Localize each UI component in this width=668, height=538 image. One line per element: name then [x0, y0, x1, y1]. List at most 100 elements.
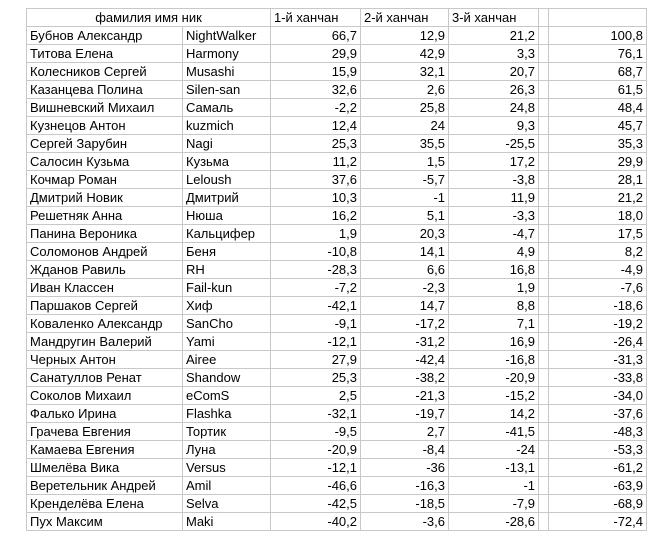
- cell-nick[interactable]: Fail-kun: [182, 278, 271, 297]
- cell-name[interactable]: Фалько Ирина: [26, 404, 183, 423]
- cell-gap[interactable]: [538, 134, 549, 153]
- cell-round3[interactable]: -3,8: [448, 170, 539, 189]
- cell-round1[interactable]: -9,5: [270, 422, 361, 441]
- cell-round1[interactable]: 32,6: [270, 80, 361, 99]
- cell-total[interactable]: -19,2: [548, 314, 647, 333]
- cell-gap[interactable]: [538, 224, 549, 243]
- cell-total[interactable]: 17,5: [548, 224, 647, 243]
- cell-round2[interactable]: -38,2: [360, 368, 449, 387]
- cell-nick[interactable]: Flashka: [182, 404, 271, 423]
- cell-name[interactable]: Бубнов Александр: [26, 26, 183, 45]
- cell-round3[interactable]: 16,8: [448, 260, 539, 279]
- cell-round3[interactable]: 16,9: [448, 332, 539, 351]
- cell-round3[interactable]: 17,2: [448, 152, 539, 171]
- cell-round3[interactable]: -20,9: [448, 368, 539, 387]
- cell-gap[interactable]: [538, 422, 549, 441]
- cell-round3[interactable]: -3,3: [448, 206, 539, 225]
- cell-round3[interactable]: 3,3: [448, 44, 539, 63]
- cell-nick[interactable]: Самаль: [182, 98, 271, 117]
- cell-round3[interactable]: 11,9: [448, 188, 539, 207]
- cell-gap[interactable]: [538, 278, 549, 297]
- cell-nick[interactable]: RH: [182, 260, 271, 279]
- cell-gap[interactable]: [538, 368, 549, 387]
- cell-name[interactable]: Салосин Кузьма: [26, 152, 183, 171]
- cell-nick[interactable]: Shandow: [182, 368, 271, 387]
- cell-nick[interactable]: Тортик: [182, 422, 271, 441]
- cell-round3[interactable]: -13,1: [448, 458, 539, 477]
- cell-total[interactable]: -26,4: [548, 332, 647, 351]
- cell-round1[interactable]: 37,6: [270, 170, 361, 189]
- cell-round2[interactable]: -5,7: [360, 170, 449, 189]
- cell-round2[interactable]: -8,4: [360, 440, 449, 459]
- cell-round2[interactable]: 24: [360, 116, 449, 135]
- cell-round2[interactable]: -3,6: [360, 512, 449, 531]
- cell-round1[interactable]: 66,7: [270, 26, 361, 45]
- cell-gap[interactable]: [538, 80, 549, 99]
- cell-name[interactable]: Коваленко Александр: [26, 314, 183, 333]
- cell-gap[interactable]: [538, 98, 549, 117]
- cell-round1[interactable]: -12,1: [270, 458, 361, 477]
- cell-gap[interactable]: [538, 116, 549, 135]
- cell-gap[interactable]: [538, 260, 549, 279]
- cell-round3[interactable]: -4,7: [448, 224, 539, 243]
- cell-round3[interactable]: -41,5: [448, 422, 539, 441]
- cell-nick[interactable]: kuzmich: [182, 116, 271, 135]
- cell-gap[interactable]: [538, 512, 549, 531]
- cell-round2[interactable]: 20,3: [360, 224, 449, 243]
- cell-nick[interactable]: Нюша: [182, 206, 271, 225]
- cell-round1[interactable]: -20,9: [270, 440, 361, 459]
- cell-round3[interactable]: 21,2: [448, 26, 539, 45]
- cell-round3[interactable]: -28,6: [448, 512, 539, 531]
- cell-name[interactable]: Титова Елена: [26, 44, 183, 63]
- cell-gap[interactable]: [538, 206, 549, 225]
- cell-round1[interactable]: 11,2: [270, 152, 361, 171]
- cell-total[interactable]: -4,9: [548, 260, 647, 279]
- cell-round3[interactable]: 20,7: [448, 62, 539, 81]
- cell-name[interactable]: Пух Максим: [26, 512, 183, 531]
- cell-round1[interactable]: -9,1: [270, 314, 361, 333]
- cell-round1[interactable]: 25,3: [270, 368, 361, 387]
- cell-name[interactable]: Сергей Зарубин: [26, 134, 183, 153]
- cell-total[interactable]: -18,6: [548, 296, 647, 315]
- cell-name[interactable]: Шмелёва Вика: [26, 458, 183, 477]
- cell-round1[interactable]: -46,6: [270, 476, 361, 495]
- cell-gap[interactable]: [538, 404, 549, 423]
- cell-round2[interactable]: -36: [360, 458, 449, 477]
- cell-total[interactable]: -72,4: [548, 512, 647, 531]
- cell-name[interactable]: Камаева Евгения: [26, 440, 183, 459]
- cell-name[interactable]: Панина Вероника: [26, 224, 183, 243]
- cell-nick[interactable]: Кальцифер: [182, 224, 271, 243]
- cell-round3[interactable]: 1,9: [448, 278, 539, 297]
- cell-name[interactable]: Санатуллов Ренат: [26, 368, 183, 387]
- cell-total[interactable]: -63,9: [548, 476, 647, 495]
- cell-gap[interactable]: [538, 152, 549, 171]
- cell-round3[interactable]: -25,5: [448, 134, 539, 153]
- cell-nick[interactable]: Луна: [182, 440, 271, 459]
- cell-nick[interactable]: Musashi: [182, 62, 271, 81]
- cell-nick[interactable]: Дмитрий: [182, 188, 271, 207]
- cell-nick[interactable]: Кузьма: [182, 152, 271, 171]
- cell-name[interactable]: Паршаков Сергей: [26, 296, 183, 315]
- cell-name[interactable]: Соломонов Андрей: [26, 242, 183, 261]
- cell-round2[interactable]: 5,1: [360, 206, 449, 225]
- cell-name[interactable]: Иван Классен: [26, 278, 183, 297]
- cell-nick[interactable]: Nagi: [182, 134, 271, 153]
- cell-nick[interactable]: Airee: [182, 350, 271, 369]
- cell-round2[interactable]: -31,2: [360, 332, 449, 351]
- cell-name[interactable]: Дмитрий Новик: [26, 188, 183, 207]
- cell-round3[interactable]: -16,8: [448, 350, 539, 369]
- cell-gap[interactable]: [538, 296, 549, 315]
- cell-round2[interactable]: -42,4: [360, 350, 449, 369]
- cell-round2[interactable]: 12,9: [360, 26, 449, 45]
- cell-round2[interactable]: 2,6: [360, 80, 449, 99]
- cell-round2[interactable]: -17,2: [360, 314, 449, 333]
- cell-total[interactable]: 48,4: [548, 98, 647, 117]
- cell-round1[interactable]: -12,1: [270, 332, 361, 351]
- cell-name[interactable]: Кренделёва Елена: [26, 494, 183, 513]
- cell-round3[interactable]: 14,2: [448, 404, 539, 423]
- cell-round2[interactable]: 14,1: [360, 242, 449, 261]
- cell-total[interactable]: -61,2: [548, 458, 647, 477]
- cell-total[interactable]: -37,6: [548, 404, 647, 423]
- cell-round3[interactable]: 7,1: [448, 314, 539, 333]
- cell-round1[interactable]: 2,5: [270, 386, 361, 405]
